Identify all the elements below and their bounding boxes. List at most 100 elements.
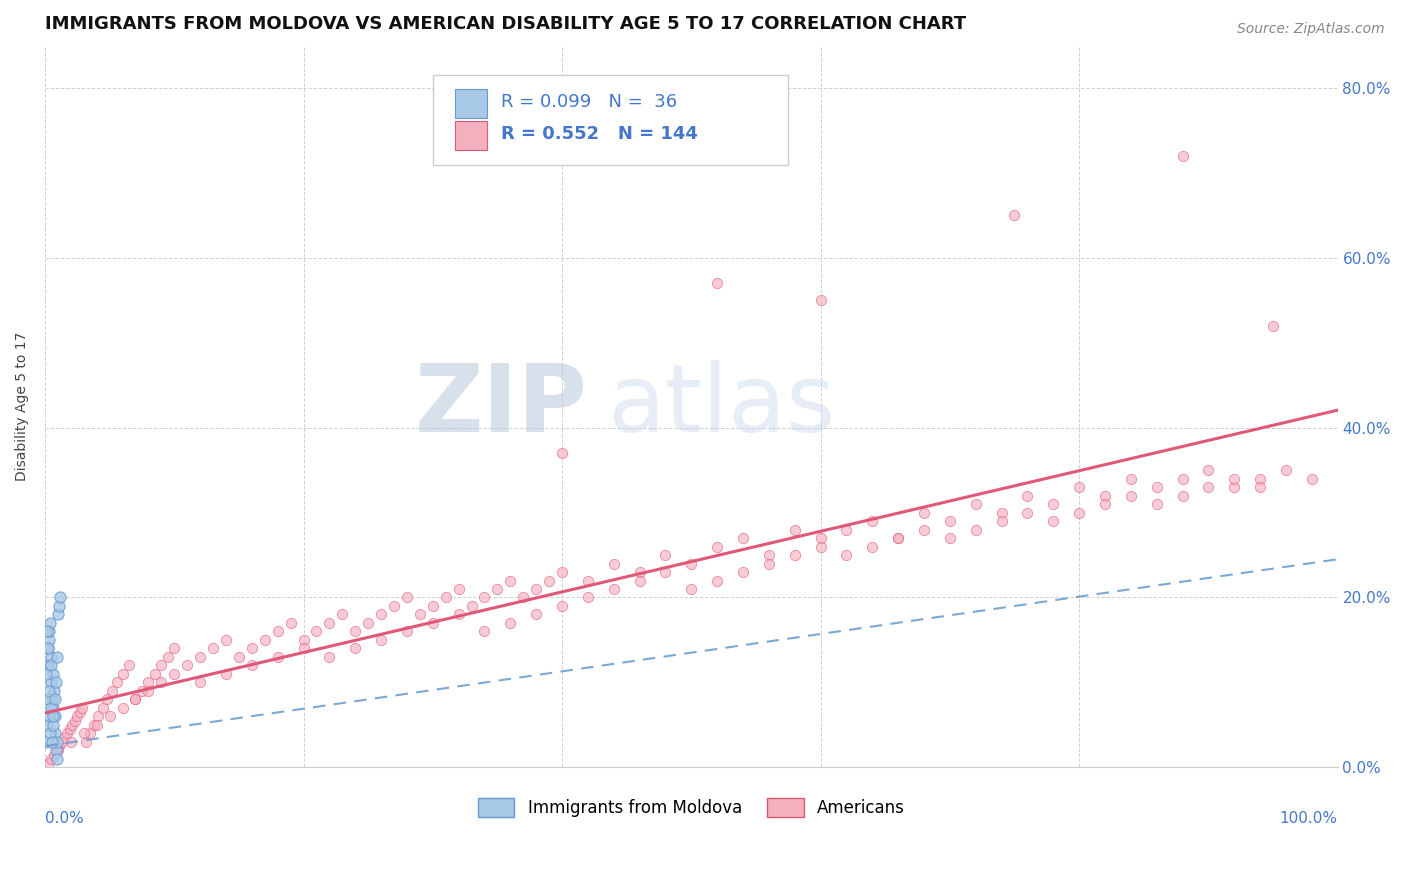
Point: [60, 718, 83, 732]
Point: [1017, 506, 1039, 520]
Text: ZIP: ZIP: [415, 360, 588, 452]
Point: [111, 666, 134, 681]
Point: [46, 607, 69, 622]
Point: [486, 582, 509, 596]
Point: [63, 714, 86, 728]
Point: [887, 531, 910, 545]
Point: [382, 599, 405, 613]
Point: [143, 666, 166, 681]
Point: [1004, 209, 1026, 223]
Point: [1301, 472, 1323, 486]
Point: [628, 574, 651, 588]
Point: [51, 735, 73, 749]
Point: [499, 615, 522, 630]
Point: [44, 709, 66, 723]
Point: [460, 599, 482, 613]
Point: [45, 752, 67, 766]
Bar: [454, 89, 486, 118]
Point: [330, 607, 353, 622]
FancyBboxPatch shape: [433, 75, 789, 165]
Point: [628, 565, 651, 579]
Point: [41, 675, 63, 690]
Point: [706, 574, 728, 588]
Point: [45, 675, 67, 690]
Point: [576, 591, 599, 605]
Point: [42, 718, 65, 732]
Point: [163, 641, 186, 656]
Point: [35, 624, 58, 639]
Point: [156, 649, 179, 664]
Point: [939, 514, 962, 528]
Point: [138, 675, 160, 690]
Point: [422, 615, 444, 630]
Point: [35, 735, 58, 749]
Point: [41, 735, 63, 749]
Point: [305, 624, 328, 639]
Point: [1119, 489, 1142, 503]
Point: [370, 607, 392, 622]
Text: 0.0%: 0.0%: [45, 811, 84, 826]
Point: [86, 718, 108, 732]
Point: [887, 531, 910, 545]
Point: [69, 705, 91, 719]
Point: [101, 684, 124, 698]
Point: [810, 531, 832, 545]
Point: [73, 726, 96, 740]
Point: [1042, 514, 1064, 528]
Point: [344, 641, 367, 656]
Point: [1249, 480, 1271, 494]
Point: [188, 675, 211, 690]
Point: [447, 582, 470, 596]
Point: [912, 506, 935, 520]
Point: [240, 658, 263, 673]
Point: [1094, 497, 1116, 511]
Point: [188, 649, 211, 664]
Point: [124, 692, 146, 706]
Point: [1069, 480, 1091, 494]
Point: [1171, 472, 1194, 486]
Point: [512, 591, 534, 605]
Point: [681, 582, 703, 596]
Point: [1146, 480, 1168, 494]
Point: [39, 615, 62, 630]
Point: [240, 641, 263, 656]
Point: [1261, 318, 1284, 333]
Point: [35, 718, 58, 732]
Point: [42, 684, 65, 698]
Point: [45, 743, 67, 757]
Point: [1146, 497, 1168, 511]
Point: [87, 709, 110, 723]
Point: [39, 649, 62, 664]
Point: [42, 701, 65, 715]
Point: [66, 709, 89, 723]
Point: [150, 675, 173, 690]
Text: 100.0%: 100.0%: [1279, 811, 1337, 826]
Bar: [454, 121, 486, 150]
Point: [41, 692, 63, 706]
Point: [538, 574, 561, 588]
Point: [72, 701, 94, 715]
Point: [395, 591, 418, 605]
Point: [83, 718, 105, 732]
Point: [41, 701, 63, 715]
Point: [499, 574, 522, 588]
Point: [551, 446, 574, 460]
Text: R = 0.552   N = 144: R = 0.552 N = 144: [502, 126, 699, 144]
Point: [53, 731, 76, 745]
Point: [292, 632, 315, 647]
Point: [965, 523, 987, 537]
Point: [318, 615, 340, 630]
Point: [603, 582, 626, 596]
Point: [39, 726, 62, 740]
Point: [42, 666, 65, 681]
Point: [91, 701, 114, 715]
Point: [912, 523, 935, 537]
Point: [1197, 480, 1219, 494]
Point: [1249, 472, 1271, 486]
Point: [422, 599, 444, 613]
Point: [1171, 489, 1194, 503]
Point: [758, 557, 780, 571]
Point: [202, 641, 225, 656]
Point: [706, 277, 728, 291]
Point: [38, 632, 60, 647]
